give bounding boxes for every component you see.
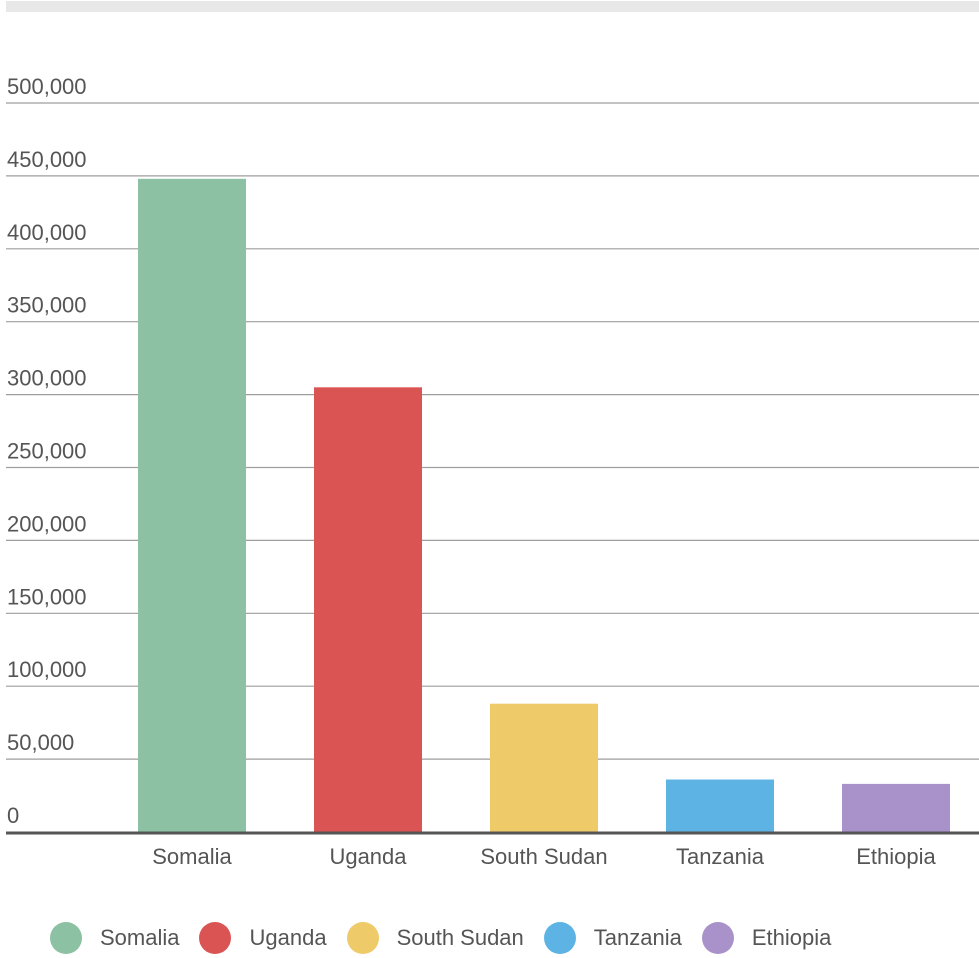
bar-tanzania	[666, 779, 774, 832]
y-tick-label-450,000: 450,000	[7, 147, 87, 172]
legend-label-somalia: Somalia	[100, 925, 180, 950]
y-tick-label-200,000: 200,000	[7, 511, 87, 536]
x-tick-label-tanzania: Tanzania	[676, 844, 765, 869]
legend-swatch-ethiopia	[701, 922, 734, 954]
bar-ethiopia	[842, 783, 950, 832]
legend-label-south-sudan: South Sudan	[396, 925, 524, 950]
legend-item-south-sudan[interactable]: South Sudan	[346, 922, 524, 954]
bar-uganda	[314, 387, 422, 832]
y-tick-label-300,000: 300,000	[7, 366, 87, 391]
bar-chart: 0 50,000 100,000 150,000 200,000 250,000 300,0…	[6, 74, 979, 869]
y-tick-label-150,000: 150,000	[7, 584, 87, 609]
y-tick-label-350,000: 350,000	[7, 293, 87, 318]
y-tick-label-50,000: 50,000	[7, 730, 74, 755]
x-tick-label-ethiopia: Ethiopia	[856, 844, 936, 869]
x-tick-label-uganda: Uganda	[329, 844, 407, 869]
bar-south-sudan	[490, 703, 598, 832]
y-tick-label-100,000: 100,000	[7, 657, 87, 682]
legend-item-ethiopia[interactable]: Ethiopia	[701, 922, 832, 954]
x-tick-label-south-sudan: South Sudan	[480, 844, 607, 869]
legend-item-tanzania[interactable]: Tanzania	[543, 922, 682, 954]
legend-item-uganda[interactable]: Uganda	[199, 922, 327, 954]
bar-somalia	[138, 178, 246, 833]
legend-swatch-uganda	[199, 922, 232, 954]
x-tick-label-somalia: Somalia	[152, 844, 232, 869]
y-tick-label-400,000: 400,000	[7, 220, 87, 245]
legend-swatch-tanzania	[543, 922, 576, 954]
top-divider-bar	[6, 1, 979, 12]
legend-swatch-somalia	[50, 922, 82, 954]
legend-item-somalia[interactable]: Somalia	[50, 922, 179, 954]
chart-legend: Somalia Uganda South Sudan Tanzania Ethi…	[50, 920, 851, 956]
legend-swatch-south-sudan	[346, 922, 379, 954]
y-tick-label-0: 0	[7, 803, 19, 828]
legend-label-ethiopia: Ethiopia	[751, 925, 832, 950]
legend-label-uganda: Uganda	[249, 925, 327, 950]
y-tick-label-250,000: 250,000	[7, 439, 87, 464]
y-tick-label-500,000: 500,000	[7, 74, 87, 99]
legend-label-tanzania: Tanzania	[593, 925, 682, 950]
